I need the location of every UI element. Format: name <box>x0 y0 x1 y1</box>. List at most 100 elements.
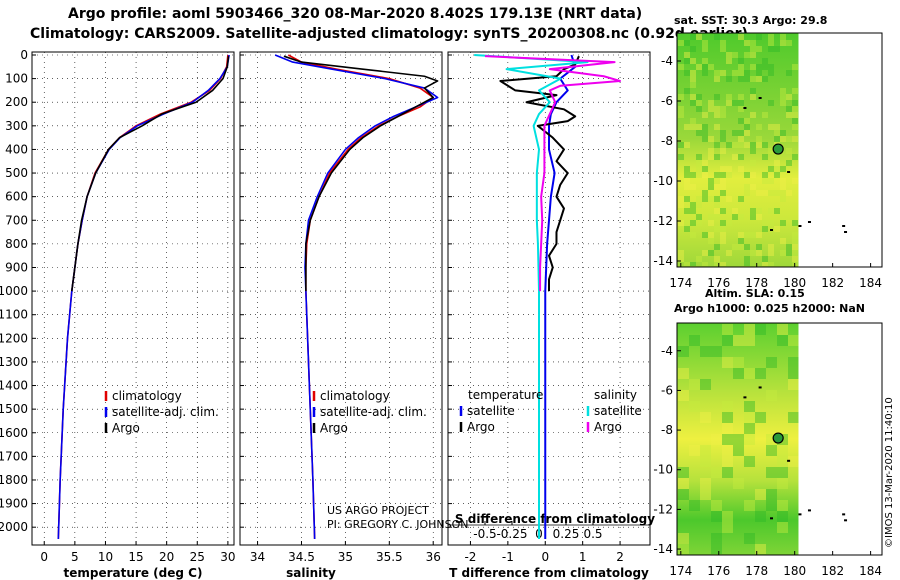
sst_map-cell <box>780 184 786 190</box>
sla_map-island-mark <box>844 519 848 522</box>
sst_map-cell <box>756 136 762 142</box>
salinity-xtick-label: 34.5 <box>288 550 315 564</box>
sst_map-island-mark <box>842 225 846 227</box>
sst_map-cell <box>690 208 696 214</box>
sst_map-cell <box>720 70 726 76</box>
difference-series-t-argo <box>499 55 580 292</box>
sst_map-cell <box>708 106 714 112</box>
difference-series-s-argo <box>484 55 621 292</box>
sst_map-cell <box>756 124 762 130</box>
sst_map-cell <box>780 196 786 202</box>
sst_map-cell <box>720 166 726 172</box>
sst_map-cell <box>780 40 786 46</box>
sla_map-cell <box>722 412 733 423</box>
sla_map-cell <box>711 511 722 522</box>
sla_map-cell <box>777 522 788 533</box>
sst_map-cell <box>684 178 690 184</box>
sst_map-cell <box>696 256 702 262</box>
sst_map-cell <box>792 106 798 112</box>
sst_map-cell <box>732 130 738 136</box>
sst_map-cell <box>750 184 756 190</box>
sla_map-cell <box>700 379 711 390</box>
sst_map-cell <box>690 184 696 190</box>
sst_map-cell <box>756 70 762 76</box>
difference-xtick-label: 0 <box>541 550 549 564</box>
sst_map-cell <box>750 172 756 178</box>
sla-map-title-argo: Argo h1000: 0.025 h2000: NaN <box>674 302 866 315</box>
difference-panel: -2 -1 0 1 2 T difference from climatology -0.5… <box>447 51 655 580</box>
sst_map-cell <box>768 124 774 130</box>
sla_map-cell <box>755 324 766 335</box>
sst_map-cell <box>780 34 786 40</box>
sla_map-ytick-label: -6 <box>661 383 673 397</box>
sst_map-cell <box>702 58 708 64</box>
sst_map-cell <box>726 166 732 172</box>
sst_map-cell <box>690 202 696 208</box>
sst_map-cell <box>720 262 726 266</box>
sst_map-cell <box>726 100 732 106</box>
depth-tick-label: 400 <box>5 142 28 156</box>
sst_map-cell <box>792 154 798 160</box>
difference-xtick-label: 2 <box>616 550 624 564</box>
sst_map-cell <box>696 214 702 220</box>
sst_map-cell <box>768 70 774 76</box>
sst_map-cell <box>780 88 786 94</box>
sla_map-cell <box>722 434 733 445</box>
sst_map-cell <box>720 238 726 244</box>
sst_map-cell <box>726 58 732 64</box>
sla_map-cell <box>722 357 733 368</box>
sla_map-cell <box>766 489 777 500</box>
sst_map-xtick-label: 176 <box>707 276 730 290</box>
salinity-legend-label: Argo <box>320 421 348 435</box>
sla_map-ytick-label: -10 <box>653 463 673 477</box>
temperature-xtick-label: 20 <box>159 550 174 564</box>
sst_map-cell <box>714 106 720 112</box>
salinity-xtick-label: 35 <box>338 550 353 564</box>
sla_map-cell <box>744 368 755 379</box>
sst_map-cell <box>738 196 744 202</box>
sst_map-cell <box>690 46 696 52</box>
difference-salinity-xtick-label: -0.5 <box>473 527 496 541</box>
sla_map-cell <box>722 445 733 456</box>
sla_map-cell <box>678 544 689 554</box>
salinity-legend-label: climatology <box>320 389 390 403</box>
sst_map-cell <box>738 232 744 238</box>
sst_map-cell <box>738 244 744 250</box>
sst_map-cell <box>696 94 702 100</box>
sst_map-xtick-label: 182 <box>821 276 844 290</box>
sst_map-cell <box>720 106 726 112</box>
sst_map-cell <box>684 196 690 202</box>
sst_map-cell <box>714 214 720 220</box>
sst_map-cell <box>762 178 768 184</box>
temperature-frame <box>31 51 235 546</box>
sst_map-cell <box>696 124 702 130</box>
sst_map-cell <box>750 208 756 214</box>
sst_map-cell <box>756 34 762 40</box>
sst_map-cell <box>780 250 786 256</box>
sst_map-cell <box>750 52 756 58</box>
sst_map-cell <box>786 70 792 76</box>
sst_map-cell <box>756 76 762 82</box>
sst_map-cell <box>684 124 690 130</box>
sst_map-cell <box>696 130 702 136</box>
temperature-panel: 0 5 10 15 20 25 300100200300400500600700800900… <box>0 48 236 580</box>
sst_map-cell <box>756 232 762 238</box>
sst_map-cell <box>750 214 756 220</box>
difference-legend-label: Argo <box>467 420 495 434</box>
sla_map-cell <box>722 522 733 533</box>
sst_map-cell <box>792 118 798 124</box>
sla_map-cell <box>755 489 766 500</box>
sla_map-cell <box>689 379 700 390</box>
difference-xtick-label: 1 <box>579 550 587 564</box>
temperature-xtick-label: 0 <box>40 550 48 564</box>
sst_map-cell <box>774 160 780 166</box>
sla_map-xtick-label: 184 <box>859 564 882 578</box>
sla_map-cell <box>755 511 766 522</box>
depth-tick-label: 1800 <box>0 473 28 487</box>
sla_map-island-mark <box>798 513 802 516</box>
sst_map-cell <box>684 226 690 232</box>
sst_map-cell <box>744 142 750 148</box>
sst_map-cell <box>780 136 786 142</box>
sst_map-cell <box>696 106 702 112</box>
sst_map-cell <box>762 190 768 196</box>
